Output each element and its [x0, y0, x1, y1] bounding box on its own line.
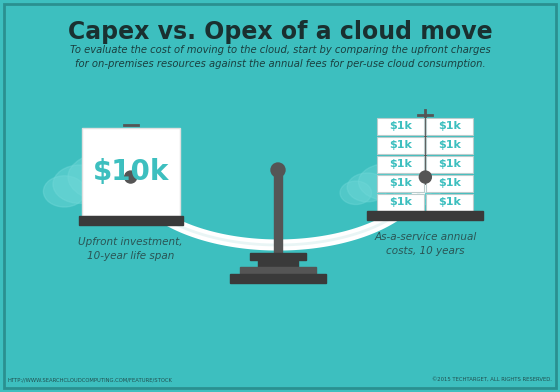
- Circle shape: [419, 171, 431, 183]
- Bar: [230, 274, 326, 283]
- FancyBboxPatch shape: [426, 174, 473, 192]
- Bar: [274, 166, 282, 254]
- Ellipse shape: [340, 181, 371, 205]
- FancyBboxPatch shape: [426, 136, 473, 154]
- Text: $1k: $1k: [389, 178, 412, 188]
- Bar: [367, 211, 483, 220]
- Text: $1k: $1k: [438, 159, 461, 169]
- Text: $1k: $1k: [438, 121, 461, 131]
- Text: As-a-service annual
costs, 10 years: As-a-service annual costs, 10 years: [374, 232, 477, 256]
- FancyBboxPatch shape: [426, 194, 473, 211]
- Ellipse shape: [392, 173, 433, 202]
- Circle shape: [271, 163, 285, 177]
- FancyBboxPatch shape: [377, 136, 424, 154]
- Bar: [258, 259, 298, 267]
- Ellipse shape: [134, 176, 176, 207]
- Ellipse shape: [408, 181, 440, 205]
- Text: $1k: $1k: [389, 121, 412, 131]
- Ellipse shape: [113, 165, 167, 203]
- Ellipse shape: [347, 173, 388, 202]
- Text: ©2015 TECHTARGET, ALL RIGHTS RESERVED.: ©2015 TECHTARGET, ALL RIGHTS RESERVED.: [432, 377, 552, 382]
- Text: $1k: $1k: [389, 140, 412, 150]
- FancyBboxPatch shape: [426, 156, 473, 172]
- Text: $1k: $1k: [438, 140, 461, 150]
- FancyBboxPatch shape: [377, 174, 424, 192]
- Bar: [78, 216, 183, 225]
- FancyBboxPatch shape: [377, 156, 424, 172]
- Ellipse shape: [44, 176, 85, 207]
- Circle shape: [125, 171, 137, 183]
- Ellipse shape: [53, 165, 107, 203]
- Text: $1k: $1k: [389, 197, 412, 207]
- Text: $10k: $10k: [92, 158, 169, 185]
- Ellipse shape: [358, 163, 422, 201]
- FancyBboxPatch shape: [377, 194, 424, 211]
- Text: To evaluate the cost of moving to the cloud, start by comparing the upfront char: To evaluate the cost of moving to the cl…: [69, 45, 491, 69]
- FancyBboxPatch shape: [377, 118, 424, 134]
- Ellipse shape: [68, 152, 152, 202]
- Text: Upfront investment,
10-year life span: Upfront investment, 10-year life span: [78, 237, 183, 261]
- Text: Capex vs. Opex of a cloud move: Capex vs. Opex of a cloud move: [68, 20, 492, 44]
- FancyBboxPatch shape: [426, 118, 473, 134]
- Text: $1k: $1k: [438, 197, 461, 207]
- Text: $1k: $1k: [438, 178, 461, 188]
- Text: HTTP://WWW.SEARCHCLOUDCOMPUTING.COM/FEATURE/STOCK: HTTP://WWW.SEARCHCLOUDCOMPUTING.COM/FEAT…: [8, 377, 173, 382]
- Bar: [240, 267, 316, 275]
- Bar: [250, 253, 306, 260]
- FancyBboxPatch shape: [82, 127, 180, 216]
- Text: $1k: $1k: [389, 159, 412, 169]
